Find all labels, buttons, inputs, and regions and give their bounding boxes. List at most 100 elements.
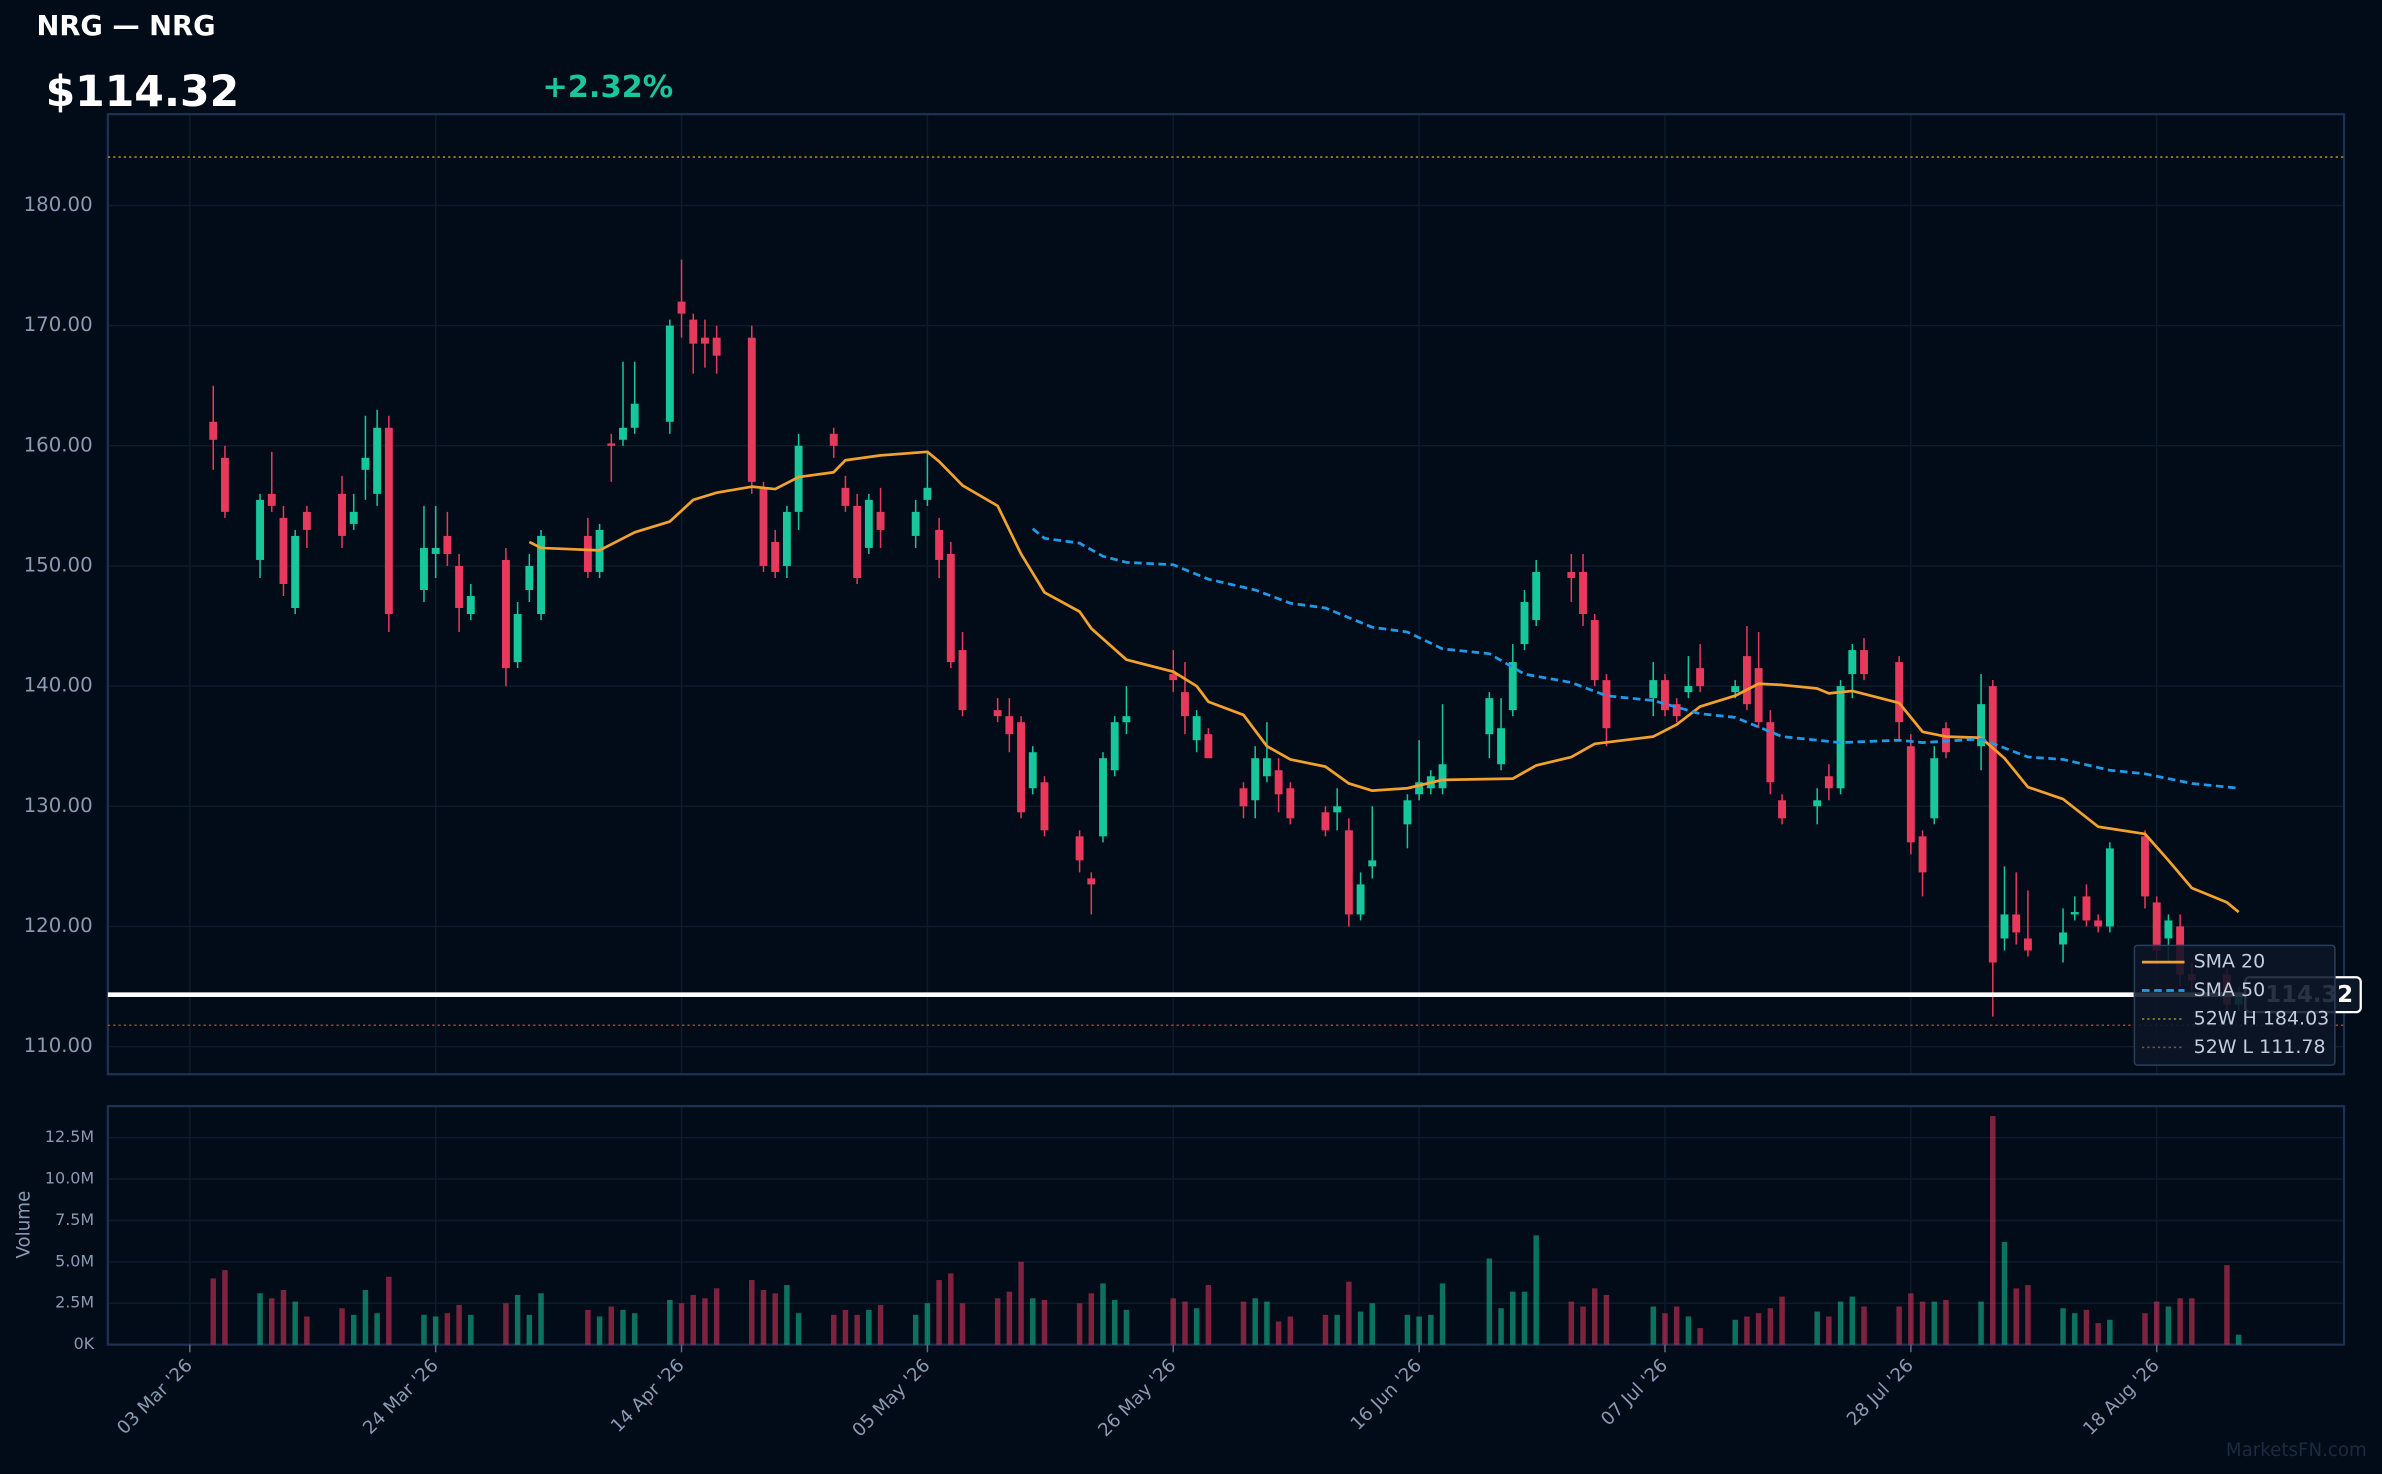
volume-bar [2083, 1309, 2090, 1345]
volume-bar [421, 1314, 427, 1345]
candle-body [747, 337, 756, 482]
volume-bar [1404, 1314, 1411, 1345]
volume-bar [1861, 1306, 1867, 1345]
candle-body [1520, 602, 1529, 645]
volume-bar [1041, 1299, 1048, 1345]
candle-body [1075, 836, 1084, 861]
volume-bar [1732, 1319, 1738, 1345]
candle-body [2105, 848, 2114, 927]
volume-bar [1486, 1258, 1493, 1345]
candle-body [958, 650, 967, 711]
y-tick-label: 180.00 [24, 193, 93, 216]
candle-body [1485, 698, 1494, 735]
volume-bar [280, 1289, 287, 1345]
volume-bar [222, 1270, 228, 1345]
volume-bar [631, 1313, 638, 1345]
volume-bar [374, 1313, 380, 1345]
candle-body [1333, 806, 1342, 813]
volume-bar [1100, 1283, 1106, 1345]
candle-body [923, 487, 932, 500]
candle-body [1579, 571, 1587, 615]
volume-bar [1533, 1235, 1539, 1345]
volume-bar [2025, 1285, 2031, 1345]
volume-bar [1767, 1308, 1774, 1345]
candle-body [1356, 884, 1365, 915]
candle-body [1918, 836, 1927, 873]
candle-body [1017, 722, 1026, 813]
candle-body [782, 511, 791, 566]
volume-tick-label: 7.5M [55, 1210, 94, 1229]
volume-bar [749, 1280, 755, 1345]
volume-bar [912, 1314, 919, 1345]
candle-body [1661, 680, 1669, 711]
volume-bar [2177, 1298, 2183, 1345]
y-tick-label: 150.00 [24, 553, 93, 576]
candle-body [1766, 722, 1775, 783]
volume-bar [1568, 1301, 1575, 1345]
candle-body [2094, 920, 2103, 927]
volume-bar [585, 1309, 591, 1345]
volume-bar [2224, 1265, 2230, 1345]
volume-bar [292, 1301, 298, 1345]
volume-bar [269, 1298, 275, 1345]
volume-bar [866, 1309, 872, 1345]
candle-body [1895, 662, 1904, 723]
candle-body [291, 535, 300, 609]
candle-body [1169, 674, 1178, 681]
volume-bar [1978, 1301, 1984, 1345]
volume-bar [608, 1306, 615, 1345]
volume-bar [1182, 1301, 1188, 1345]
volume-bar [1685, 1316, 1692, 1345]
candle-body [1028, 752, 1037, 789]
volume-bar [1334, 1314, 1340, 1345]
volume-bar [210, 1278, 216, 1345]
candle-body [455, 565, 464, 609]
volume-tick-label: 12.5M [45, 1127, 94, 1146]
candle-body [1813, 800, 1822, 807]
candle-body [384, 427, 393, 615]
candle-body [1906, 746, 1915, 843]
candle-body [1649, 680, 1658, 699]
volume-bar [503, 1303, 509, 1345]
volume-bar [1908, 1293, 1914, 1345]
candle-body [1590, 620, 1599, 681]
volume-bar [1264, 1301, 1270, 1345]
volume-bar [678, 1303, 685, 1345]
candle-body [864, 499, 873, 548]
volume-bar [2235, 1334, 2242, 1345]
change-text: +2.32% [542, 70, 673, 105]
volume-bar [1287, 1316, 1294, 1345]
volume-bar [526, 1314, 533, 1345]
volume-bar [1123, 1309, 1130, 1345]
volume-bar [350, 1314, 357, 1345]
candle-body [619, 427, 627, 440]
volume-bar [994, 1298, 1001, 1345]
volume-bar [667, 1299, 673, 1345]
volume-bar [948, 1273, 954, 1345]
candle-body [338, 493, 346, 536]
volume-axis-label: Volume [13, 1191, 34, 1259]
volume-bar [1111, 1299, 1118, 1345]
candle-body [2082, 896, 2091, 921]
candle-body [1602, 680, 1611, 729]
volume-tick-label: 0K [74, 1334, 95, 1353]
candle-body [349, 511, 358, 524]
volume-panel [106, 1105, 2346, 1346]
volume-bar [2165, 1306, 2172, 1345]
candle-body [700, 337, 709, 344]
candle-body [373, 427, 382, 494]
candle-body [1321, 812, 1330, 831]
volume-bar [362, 1289, 369, 1345]
volume-bar [1076, 1303, 1083, 1345]
candle-body [1532, 571, 1541, 621]
candle-body [2141, 836, 2149, 897]
candle-body [712, 337, 721, 356]
volume-bar [1931, 1301, 1937, 1345]
volume-bar [2013, 1288, 2019, 1345]
candle-body [501, 559, 510, 669]
candle-body [1930, 758, 1939, 819]
candle-body [2059, 932, 2067, 945]
volume-bar [2153, 1301, 2160, 1345]
